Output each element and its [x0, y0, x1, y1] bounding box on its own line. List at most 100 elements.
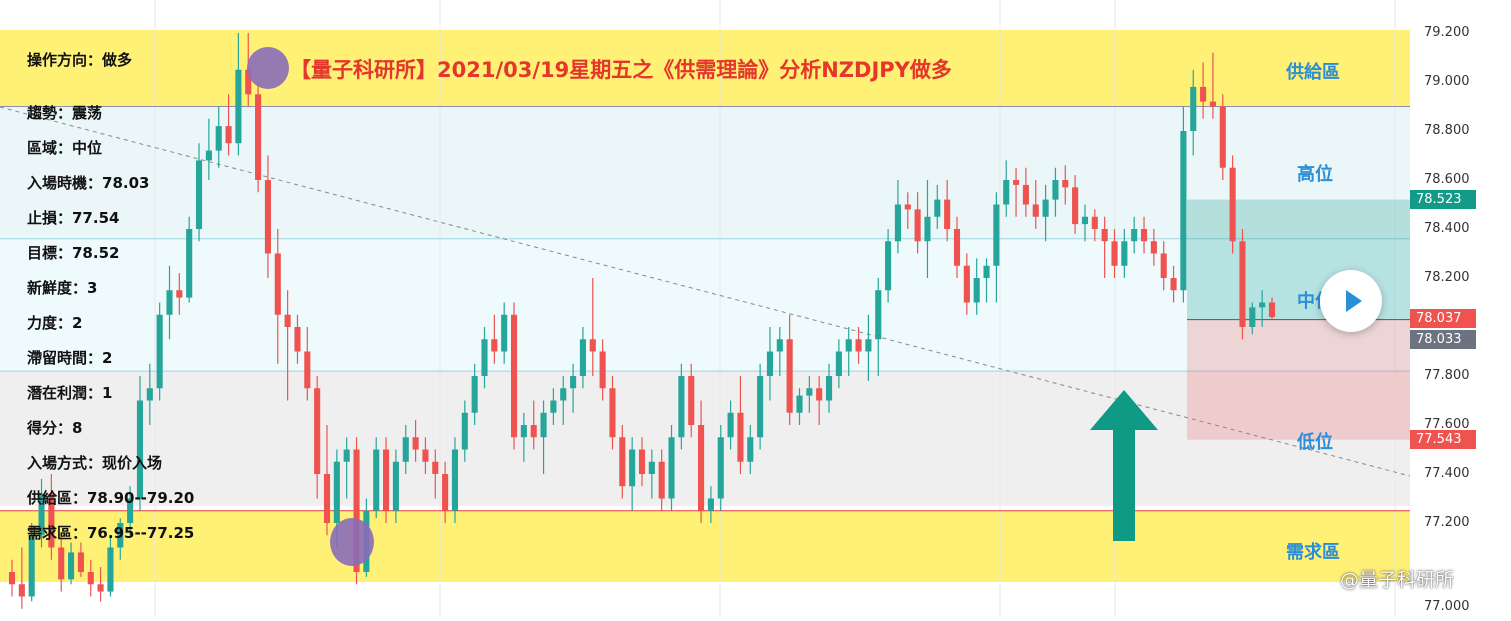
candle-body: [1121, 241, 1128, 266]
info-potential-profit: 潛在利潤：1: [27, 384, 113, 402]
zone-band: [0, 30, 1410, 107]
y-tick: 78.200: [1424, 270, 1470, 285]
zone-band: [0, 371, 1410, 506]
candle-body: [97, 584, 104, 592]
candle-body: [18, 584, 25, 597]
chart-title: 【量子科研所】2021/03/19星期五之《供需理論》分析NZDJPY做多: [290, 58, 952, 82]
candle-body: [796, 395, 803, 413]
candle-body: [1013, 180, 1020, 185]
candle-body: [953, 229, 961, 266]
candle-body: [451, 449, 459, 511]
info-trend: 趨勢：震荡: [27, 104, 103, 122]
candle-body: [1101, 229, 1108, 242]
candle-body: [491, 339, 498, 352]
supply-touch-marker: [247, 47, 289, 89]
candle-body: [875, 290, 882, 340]
candle-body: [1032, 204, 1039, 217]
candle-body: [225, 126, 232, 144]
candle-body: [963, 265, 970, 303]
candle-body: [1081, 216, 1089, 225]
candle-body: [619, 437, 626, 487]
candle-body: [314, 388, 321, 474]
candle-body: [757, 376, 764, 438]
play-button[interactable]: [1320, 270, 1382, 332]
candle-body: [333, 461, 340, 523]
candle-body: [432, 461, 439, 474]
candle-body: [235, 69, 242, 144]
candle-body: [737, 412, 744, 462]
y-tick: 79.200: [1424, 25, 1470, 40]
candle-body: [471, 376, 478, 413]
candle-body: [727, 412, 734, 438]
zone-label-low: 低位: [1297, 432, 1333, 453]
zone-band: [0, 238, 1410, 372]
candle-body: [806, 388, 813, 396]
candle-body: [274, 253, 281, 315]
candle-body: [589, 339, 596, 352]
price-tag-target: 78.523: [1410, 190, 1476, 209]
candle-body: [156, 314, 163, 389]
candle-body: [461, 412, 468, 450]
candle-body: [845, 339, 852, 352]
y-tick: 78.400: [1424, 221, 1470, 236]
candle-body: [58, 547, 65, 580]
candle-body: [28, 535, 35, 597]
info-supply-zone: 供給區：78.90--79.20: [27, 489, 195, 507]
info-score: 得分：8: [27, 419, 83, 437]
zone-band: [0, 510, 1410, 582]
candle-body: [1190, 86, 1197, 131]
candle-body: [264, 180, 271, 254]
candle-body: [107, 547, 114, 592]
candle-body: [1219, 106, 1226, 168]
candle-body: [973, 278, 980, 303]
candle-body: [865, 339, 872, 352]
candle-body: [77, 552, 84, 572]
candle-body: [658, 461, 665, 499]
candle-body: [205, 150, 212, 161]
candle-body: [894, 204, 901, 242]
candle-body: [638, 449, 646, 474]
candle-body: [1131, 229, 1138, 242]
candle-body: [993, 204, 1000, 266]
candle-body: [648, 461, 655, 474]
candle-body: [629, 449, 636, 487]
price-tag-current: 78.033: [1410, 330, 1476, 349]
candle-body: [8, 572, 16, 585]
candle-body: [678, 376, 685, 438]
candle-body: [776, 339, 783, 352]
candle-body: [609, 388, 616, 438]
candle-body: [166, 290, 173, 315]
candle-body: [707, 498, 714, 511]
info-freshness: 新鮮度：3: [27, 279, 98, 297]
candle-body: [1200, 86, 1207, 102]
candle-body: [392, 461, 399, 511]
candle-body: [520, 425, 527, 438]
candle-body: [294, 327, 301, 352]
candle-body: [560, 388, 567, 401]
candle-body: [668, 437, 675, 499]
candle-body: [1239, 241, 1246, 327]
candle-body: [825, 376, 833, 401]
candle-body: [934, 199, 941, 217]
candle-body: [176, 290, 183, 298]
candle-body: [540, 412, 547, 438]
candle-body: [717, 437, 724, 499]
candle-body: [1003, 180, 1010, 205]
info-stop-loss: 止損：77.54: [27, 209, 120, 227]
candle-body: [1229, 167, 1236, 242]
candle-body: [1170, 278, 1177, 291]
candle-body: [747, 437, 754, 462]
y-tick: 77.800: [1424, 368, 1470, 383]
stop-area: [1187, 319, 1410, 440]
candle-body: [550, 400, 557, 413]
info-entry-timing: 入場時機：78.03: [27, 174, 150, 192]
candle-body: [688, 376, 695, 425]
candle-body: [383, 449, 390, 511]
up-arrow: [1090, 390, 1158, 541]
candle-body: [983, 265, 990, 278]
candle-body: [786, 339, 793, 413]
candle-body: [1022, 184, 1029, 205]
candle-body: [1091, 216, 1098, 229]
candle-body: [1160, 253, 1167, 278]
y-tick: 78.800: [1424, 123, 1470, 138]
